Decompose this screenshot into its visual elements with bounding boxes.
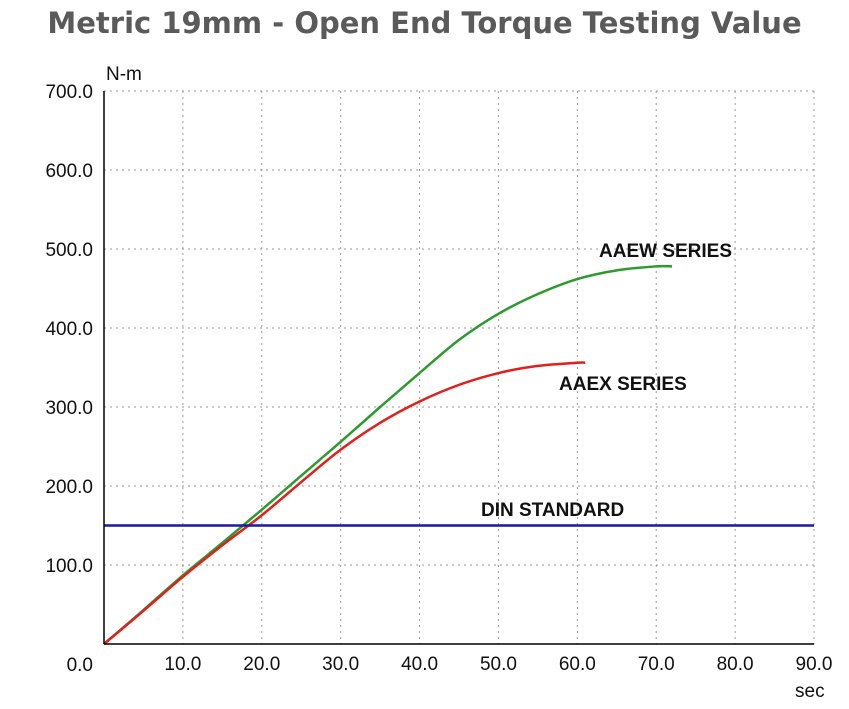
- x-tick-label: 30.0: [322, 654, 359, 675]
- y-axis-label: N-m: [106, 64, 142, 85]
- chart-title: Metric 19mm - Open End Torque Testing Va…: [47, 6, 802, 40]
- y-tick-label: 400.0: [45, 319, 93, 340]
- series-line-aaex-series: [103, 361, 586, 645]
- x-axis-label: sec: [795, 681, 825, 702]
- y-tick-label: 500.0: [45, 240, 93, 261]
- x-tick-label: 50.0: [480, 654, 517, 675]
- y-tick-label: 600.0: [45, 161, 93, 182]
- x-tick-label: 80.0: [717, 654, 754, 675]
- y-tick-label: 200.0: [45, 477, 93, 498]
- x-tick-label: 10.0: [164, 654, 201, 675]
- y-tick-label: 100.0: [45, 556, 93, 577]
- x-tick-label: 90.0: [796, 654, 833, 675]
- y-tick-label: 300.0: [45, 398, 93, 419]
- x-tick-label: 70.0: [638, 654, 675, 675]
- x-tick-label: 60.0: [559, 654, 596, 675]
- series-line-aaew-series: [103, 264, 673, 645]
- annotation-aaex: AAEX SERIES: [559, 374, 687, 395]
- x-tick-label: 40.0: [401, 654, 438, 675]
- x-tick-label: 20.0: [243, 654, 280, 675]
- annotation-din: DIN STANDARD: [481, 500, 624, 521]
- annotation-aaew: AAEW SERIES: [599, 241, 732, 262]
- y-tick-label: 0.0: [67, 655, 93, 676]
- y-tick-label: 700.0: [45, 82, 93, 103]
